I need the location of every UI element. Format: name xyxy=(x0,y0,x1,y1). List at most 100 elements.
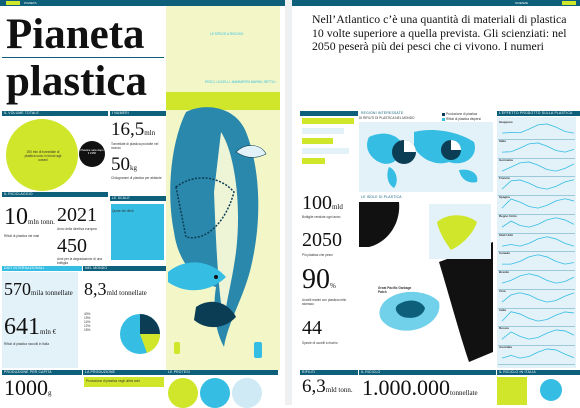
right-row: Russia xyxy=(498,326,575,347)
top-tag-left xyxy=(6,1,20,5)
bottle-icon xyxy=(254,342,262,358)
mid-value-4: 44 xyxy=(302,317,322,339)
mid-bar xyxy=(302,158,326,164)
volume-header: IL VOLUME TOTALE xyxy=(2,111,108,116)
right-row-label: Giappone xyxy=(499,120,513,124)
right-row: Stati Uniti xyxy=(498,233,575,253)
top-tag-left-label: PIANETA xyxy=(24,1,37,5)
world-list-item: 14% xyxy=(84,320,91,324)
pacific-map xyxy=(359,202,493,368)
scale-header: LE SCALE xyxy=(110,196,168,201)
right-bottom-circle xyxy=(540,379,562,401)
right-header: L'EFFETTO PRODOTTO SULLA PLASTICA xyxy=(497,111,580,116)
right-row-sparkline xyxy=(501,179,575,190)
land-shape xyxy=(359,202,400,247)
recycle-value-3: 450 xyxy=(57,235,87,257)
prod2-text: Produzione di plastica negli ultimi anni xyxy=(86,379,141,383)
recycle-value-1: 10mln tonn. xyxy=(4,204,55,230)
top-bar-left xyxy=(0,0,285,6)
bottom-header-2: IL RICICLO xyxy=(359,370,496,375)
illustration-art xyxy=(166,92,280,358)
world-map xyxy=(359,122,493,192)
world-list: 40% 19% 14% 12% 15% xyxy=(84,312,117,332)
right-row: Cina xyxy=(498,289,575,309)
right-row-label: Regno Unito xyxy=(499,213,517,218)
mid-value-1: 100mld xyxy=(302,192,343,214)
land-shape xyxy=(439,242,493,362)
right-row-sparkline xyxy=(501,329,575,340)
right-row-label: Australia xyxy=(499,345,512,350)
italy-value-1: 570mila tonnellate xyxy=(4,279,73,299)
world-list-item: 15% xyxy=(84,328,91,332)
right-row-label: India xyxy=(499,307,507,312)
illustration-sub-caption: PESCI, UCCELLI, MAMMIFERI MARINI, RETTIL… xyxy=(205,80,276,84)
intro-text: Nell’Atlantico c’è una quantità di mater… xyxy=(312,12,567,53)
mid-text-1: Bottiglie vendute ogni anno xyxy=(302,215,341,219)
numbers-text-1: Tonnellate di plastica prodotte nel mond… xyxy=(111,142,159,150)
numbers-text-2: Chilogrammi di plastica per abitante xyxy=(111,176,162,180)
volume-big-circle xyxy=(6,119,78,191)
mid-bar xyxy=(302,128,344,134)
maps-sub: DI RIFIUTI DI PLASTICA NEL MONDO xyxy=(359,116,415,120)
world-pie xyxy=(120,314,161,354)
right-row: Giappone xyxy=(498,120,575,140)
mid-bar xyxy=(302,148,349,154)
right-row-label: Brasile xyxy=(499,270,510,275)
bottom-circle-cyan xyxy=(200,378,230,408)
illustration-top-caption: LE SPECIE A RISCHIO xyxy=(210,32,244,36)
italy-header: DATI INTERNAZIONALI xyxy=(2,266,82,271)
mid-bar xyxy=(302,118,354,124)
italy-value-2: 641mln € xyxy=(4,314,57,340)
patch-label: Great Pacific Garbage Patch xyxy=(378,286,412,294)
right-row: Australia xyxy=(498,345,575,365)
maps-header: REGIONI INTERESSATE xyxy=(359,111,496,116)
fish-shape xyxy=(194,301,236,328)
volume-small-circle xyxy=(79,141,105,167)
page-title-line2: plastica xyxy=(6,58,147,105)
tuna-fish xyxy=(168,262,226,291)
scale-block xyxy=(111,204,164,260)
spine xyxy=(285,0,292,405)
maps-legend-1: Produzione di plastica xyxy=(442,112,477,116)
right-row: Germania xyxy=(498,158,575,178)
right-row-sparkline xyxy=(501,161,575,172)
bottom-circle-lime xyxy=(168,378,198,408)
top-tag-right-label: SCIENZE xyxy=(515,1,529,5)
right-row-label: Stati Uniti xyxy=(499,232,513,237)
right-bottom-block xyxy=(497,377,527,405)
illustration-band xyxy=(166,92,280,110)
right-row-label: Spagna xyxy=(499,195,510,200)
right-row: Italia xyxy=(498,139,575,159)
right-header-2: IL RICICLO IN ITALIA xyxy=(497,370,580,375)
bird-shape xyxy=(235,145,267,158)
mid-text-3: Uccelli marini con plastica nello stomac… xyxy=(302,298,347,306)
map-pie-slice xyxy=(451,140,461,150)
bottom-header-1: RIFIUTI xyxy=(300,370,358,375)
right-row-label: Germania xyxy=(499,157,513,162)
world-list-item: 19% xyxy=(84,316,91,320)
recycle-header: IL RICICLAGGIO xyxy=(2,192,108,197)
right-row-sparkline xyxy=(501,235,575,247)
bottom-circle-pale xyxy=(232,378,262,408)
world-value: 8,3mld tonnellate xyxy=(84,279,147,299)
world-list-item: 40% xyxy=(84,312,91,316)
volume-text: 200 mln di tonnellate di plastica sono i… xyxy=(24,150,62,162)
page-title-line1: Pianeta xyxy=(6,11,145,58)
right-row-label: Canada xyxy=(499,251,510,256)
right-row-label: Russia xyxy=(499,326,509,331)
title-divider xyxy=(2,57,164,58)
mid-value-3: 90% xyxy=(302,264,336,295)
mid-text-2: Più plastica che pesci xyxy=(302,253,333,257)
right-panel xyxy=(497,117,576,368)
volume-dark-label: Plastica nata dopo il 1950 xyxy=(80,148,104,156)
recycle-text-3: Anni per la degradazione di una bottigli… xyxy=(57,257,103,265)
recycle-value-2: 2021 xyxy=(57,204,97,226)
world-pie-slice xyxy=(140,314,160,334)
mid-text-4: Specie di uccelli a rischio xyxy=(302,341,338,345)
prod2-header: LA PRODUZIONE xyxy=(83,370,168,375)
maps-legend-2: Rifiuti di plastica dispersi xyxy=(442,117,481,121)
fish-eye xyxy=(214,275,218,279)
world-header: NEL MONDO xyxy=(83,266,168,271)
mid-value-2: 2050 xyxy=(302,229,342,251)
right-row-sparkline xyxy=(501,292,575,303)
